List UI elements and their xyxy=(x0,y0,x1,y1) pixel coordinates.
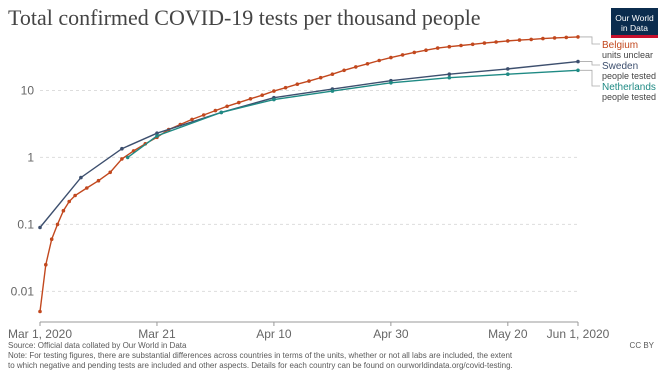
x-tick-label: Mar 21 xyxy=(138,327,176,341)
series-sublabel-belgium: units unclear xyxy=(602,50,653,60)
note-line-2: to which negative and pending tests are … xyxy=(8,361,513,370)
data-point-belgium xyxy=(435,46,440,50)
data-point-belgium xyxy=(494,40,498,44)
data-point-belgium xyxy=(295,82,300,86)
series-sublabel-sweden: people tested xyxy=(602,71,656,81)
data-point-belgium xyxy=(424,48,428,52)
data-point-belgium xyxy=(307,79,311,83)
data-point-belgium xyxy=(283,85,288,90)
data-point-belgium xyxy=(38,309,42,314)
data-point-belgium xyxy=(213,108,218,113)
data-point-belgium xyxy=(237,100,241,105)
x-tick-label: Jun 1, 2020 xyxy=(547,327,610,341)
series-line-sweden xyxy=(39,60,579,228)
leader-line xyxy=(580,61,600,66)
footer: Source: Official data collated by Our Wo… xyxy=(8,341,654,371)
data-point-belgium xyxy=(377,58,382,63)
data-point-belgium xyxy=(85,186,89,190)
data-point-belgium xyxy=(55,222,60,227)
data-point-belgium xyxy=(365,62,370,66)
data-point-belgium xyxy=(576,35,580,39)
note-line-1: Note: For testing figures, there are sub… xyxy=(8,351,513,360)
x-tick-label: May 20 xyxy=(488,327,528,341)
leader-line xyxy=(580,69,600,87)
data-point-netherlands xyxy=(447,75,452,80)
license-link[interactable]: CC BY xyxy=(629,341,654,350)
owid-logo[interactable]: Our World in Data xyxy=(611,8,658,38)
data-point-netherlands xyxy=(330,89,335,93)
data-point-belgium xyxy=(506,39,510,43)
data-point-belgium xyxy=(272,89,276,93)
y-tick-label: 0.1 xyxy=(17,217,34,231)
data-point-belgium xyxy=(482,41,487,45)
grid-layer xyxy=(40,89,578,292)
data-point-belgium xyxy=(108,170,112,175)
data-point-belgium xyxy=(318,75,323,80)
x-tick-label: Mar 1, 2020 xyxy=(8,327,72,341)
x-tick-label: Apr 30 xyxy=(373,327,409,341)
data-point-belgium xyxy=(400,53,405,57)
data-point-belgium xyxy=(529,37,533,42)
series-label-sweden: Sweden xyxy=(602,61,638,72)
data-point-netherlands xyxy=(576,68,580,73)
data-point-belgium xyxy=(49,237,54,241)
data-point-belgium xyxy=(470,42,475,47)
data-point-belgium xyxy=(330,72,335,76)
data-point-belgium xyxy=(67,199,71,204)
data-point-belgium xyxy=(260,93,265,97)
data-point-belgium xyxy=(564,35,569,40)
leader-line xyxy=(580,36,600,45)
data-point-belgium xyxy=(61,208,66,213)
data-point-sweden xyxy=(155,131,159,135)
axis-layer: 0.01 0.1 1 10 Mar 1, 2020 Mar 21 Apr 10 Apr 30 M… xyxy=(8,83,610,341)
data-point-belgium xyxy=(517,38,522,42)
data-point-netherlands xyxy=(155,134,159,138)
data-point-belgium xyxy=(120,157,124,161)
y-tick-label: 10 xyxy=(21,83,35,97)
data-point-belgium xyxy=(552,36,557,40)
data-point-belgium xyxy=(201,113,206,117)
data-point-belgium xyxy=(342,68,346,73)
data-point-belgium xyxy=(44,262,48,267)
data-point-belgium xyxy=(225,104,229,109)
series-label-belgium: Belgium xyxy=(602,40,638,51)
data-point-netherlands xyxy=(272,97,276,102)
data-point-netherlands xyxy=(125,155,130,160)
logo-line-2: in Data xyxy=(621,23,648,33)
logo-line-1: Our World xyxy=(615,13,654,23)
series-line-belgium xyxy=(39,36,579,312)
data-point-sweden xyxy=(38,225,42,230)
series-line-netherlands xyxy=(127,69,579,158)
data-point-belgium xyxy=(73,193,77,198)
data-point-sweden xyxy=(447,72,452,76)
chart-title: Total confirmed COVID-19 tests per thous… xyxy=(8,5,481,30)
data-point-sweden xyxy=(120,146,124,151)
data-point-belgium xyxy=(447,44,452,49)
data-point-belgium xyxy=(248,97,253,101)
data-point-belgium xyxy=(96,178,101,183)
data-point-belgium xyxy=(389,55,393,60)
data-point-belgium xyxy=(190,117,194,122)
series-layer xyxy=(38,35,580,314)
x-tick-label: Apr 10 xyxy=(256,327,292,341)
data-point-sweden xyxy=(506,67,510,71)
data-point-netherlands xyxy=(506,72,510,76)
data-point-netherlands xyxy=(219,110,224,115)
data-point-sweden xyxy=(79,175,83,180)
source-text: Source: Official data collated by Our Wo… xyxy=(8,341,187,350)
data-point-netherlands xyxy=(389,81,393,85)
data-point-sweden xyxy=(576,59,580,64)
series-sublabel-netherlands: people tested xyxy=(602,92,656,102)
y-tick-label: 0.01 xyxy=(11,284,35,298)
data-point-belgium xyxy=(354,65,358,69)
data-point-belgium xyxy=(541,36,545,41)
data-point-belgium xyxy=(459,43,463,48)
data-point-belgium xyxy=(412,50,417,55)
y-tick-label: 1 xyxy=(27,150,34,164)
series-label-netherlands: Netherlands xyxy=(602,82,656,93)
